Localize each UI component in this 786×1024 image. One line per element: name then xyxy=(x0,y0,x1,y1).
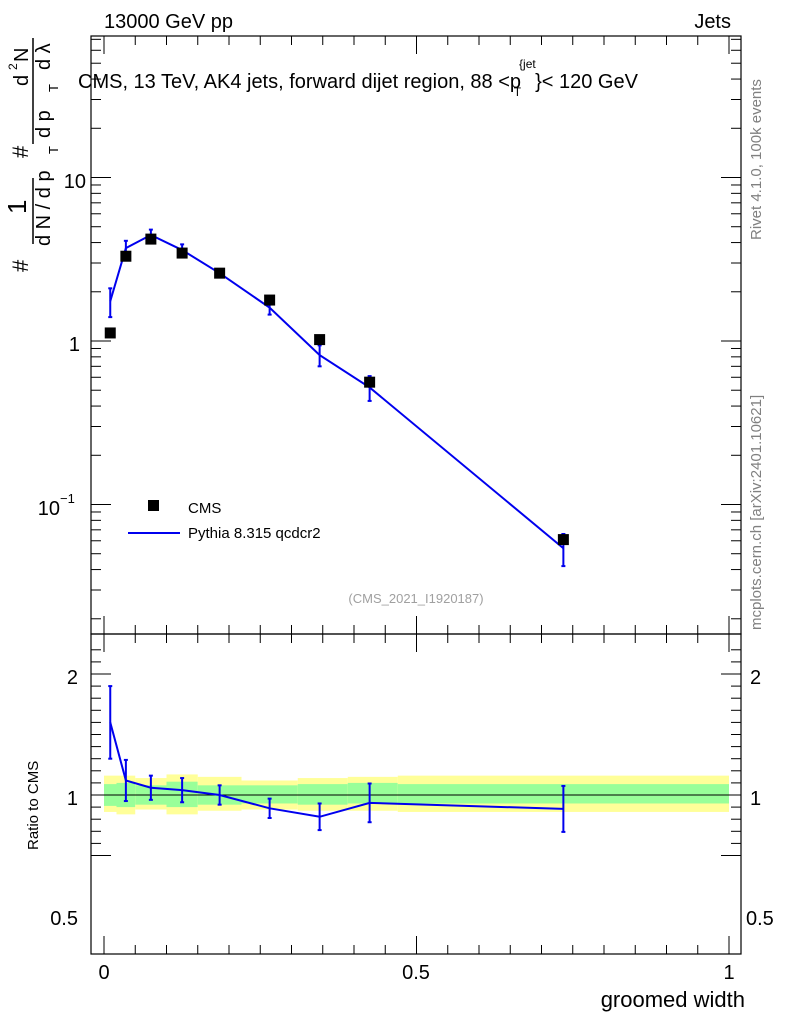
ylabel-t1: T xyxy=(46,146,61,154)
legend: CMS Pythia 8.315 qcdcr2 xyxy=(128,500,321,542)
ylabel-one: 1 xyxy=(2,200,32,214)
ratio-ytick-05-right: 0.5 xyxy=(746,908,774,930)
cms-data-point xyxy=(214,267,226,279)
ylabel-dlambda: d λ xyxy=(33,43,55,70)
legend-cms-marker xyxy=(148,500,159,511)
title-sub: T xyxy=(514,85,522,99)
ratio-ytick-1-left: 1 xyxy=(67,788,78,810)
main-ylabel: # 1 d N / d p T # d p T d λ d 2 N xyxy=(2,38,61,272)
ytick-label-1: 1 xyxy=(69,334,80,356)
ratio-ytick-05-left: 0.5 xyxy=(50,908,78,930)
xtick-label-05: 0.5 xyxy=(402,962,430,984)
ratio-ytick-2-left: 2 xyxy=(67,667,78,689)
main-axis-ticks xyxy=(91,36,741,634)
ylabel-t2: T xyxy=(46,84,61,92)
ratio-frame xyxy=(90,633,742,955)
analysis-id: (CMS_2021_I1920187) xyxy=(348,591,483,606)
ratio-ytick-1-right: 1 xyxy=(750,788,761,810)
ratio-uncertainty-bands xyxy=(104,774,729,815)
main-data-layer xyxy=(104,228,569,568)
ratio-xtick-labels: 0 0.5 1 xyxy=(98,962,734,984)
ytick-label-10: 10 xyxy=(64,171,86,193)
jets-label: Jets xyxy=(694,11,731,33)
band-inner xyxy=(241,785,298,804)
x-axis-label: groomed width xyxy=(601,987,745,1012)
ratio-axis-ticks xyxy=(91,634,741,954)
title-sup: {jet xyxy=(519,57,536,71)
cms-data-point xyxy=(145,233,157,245)
xtick-label-1: 1 xyxy=(723,962,734,984)
ylabel-sup2: 2 xyxy=(6,63,20,70)
energy-label: 13000 GeV pp xyxy=(104,11,233,33)
band-inner xyxy=(297,784,348,805)
ratio-y-axis-label: Ratio to CMS xyxy=(25,761,42,850)
title-end: }< 120 GeV xyxy=(535,71,639,93)
ratio-ytick-labels: 2 1 0.5 2 1 0.5 xyxy=(50,667,774,930)
main-frame xyxy=(90,35,742,635)
band-inner xyxy=(347,782,398,804)
mc-curve xyxy=(109,233,565,550)
ytick-label-10m1-base: 10 xyxy=(38,498,60,520)
ratio-ytick-2-right: 2 xyxy=(750,667,761,689)
ytick-label-10m1-exp: −1 xyxy=(60,491,75,506)
cms-data-point xyxy=(104,327,116,339)
ylabel-d2: d xyxy=(11,75,33,86)
ratio-data-layer xyxy=(108,685,566,833)
title-main: CMS, 13 TeV, AK4 jets, forward dijet reg… xyxy=(78,71,521,93)
xtick-label-0: 0 xyxy=(98,962,109,984)
cms-data-point xyxy=(557,534,569,546)
ylabel-hash1: # xyxy=(8,259,33,272)
plot-title: CMS, 13 TeV, AK4 jets, forward dijet reg… xyxy=(78,57,639,99)
cms-data-point xyxy=(364,376,376,388)
main-ytick-labels: 10 1 10 −1 xyxy=(38,171,86,520)
ylabel-n: N xyxy=(11,48,33,62)
mcplots-label: mcplots.cern.ch [arXiv:2401.10621] xyxy=(748,395,765,630)
cms-data-point xyxy=(264,294,276,306)
legend-cms-label: CMS xyxy=(188,500,221,517)
cms-data-point xyxy=(176,247,188,259)
rivet-label: Rivet 4.1.0, 100k events xyxy=(748,79,765,240)
ylabel-dpt: d p xyxy=(33,110,55,138)
cms-data-point xyxy=(314,334,326,346)
legend-mc-label: Pythia 8.315 qcdcr2 xyxy=(188,525,321,542)
cms-data-point xyxy=(120,250,132,262)
ylabel-dndpt: d N / d p xyxy=(33,170,55,246)
ylabel-hash2: # xyxy=(8,145,33,158)
